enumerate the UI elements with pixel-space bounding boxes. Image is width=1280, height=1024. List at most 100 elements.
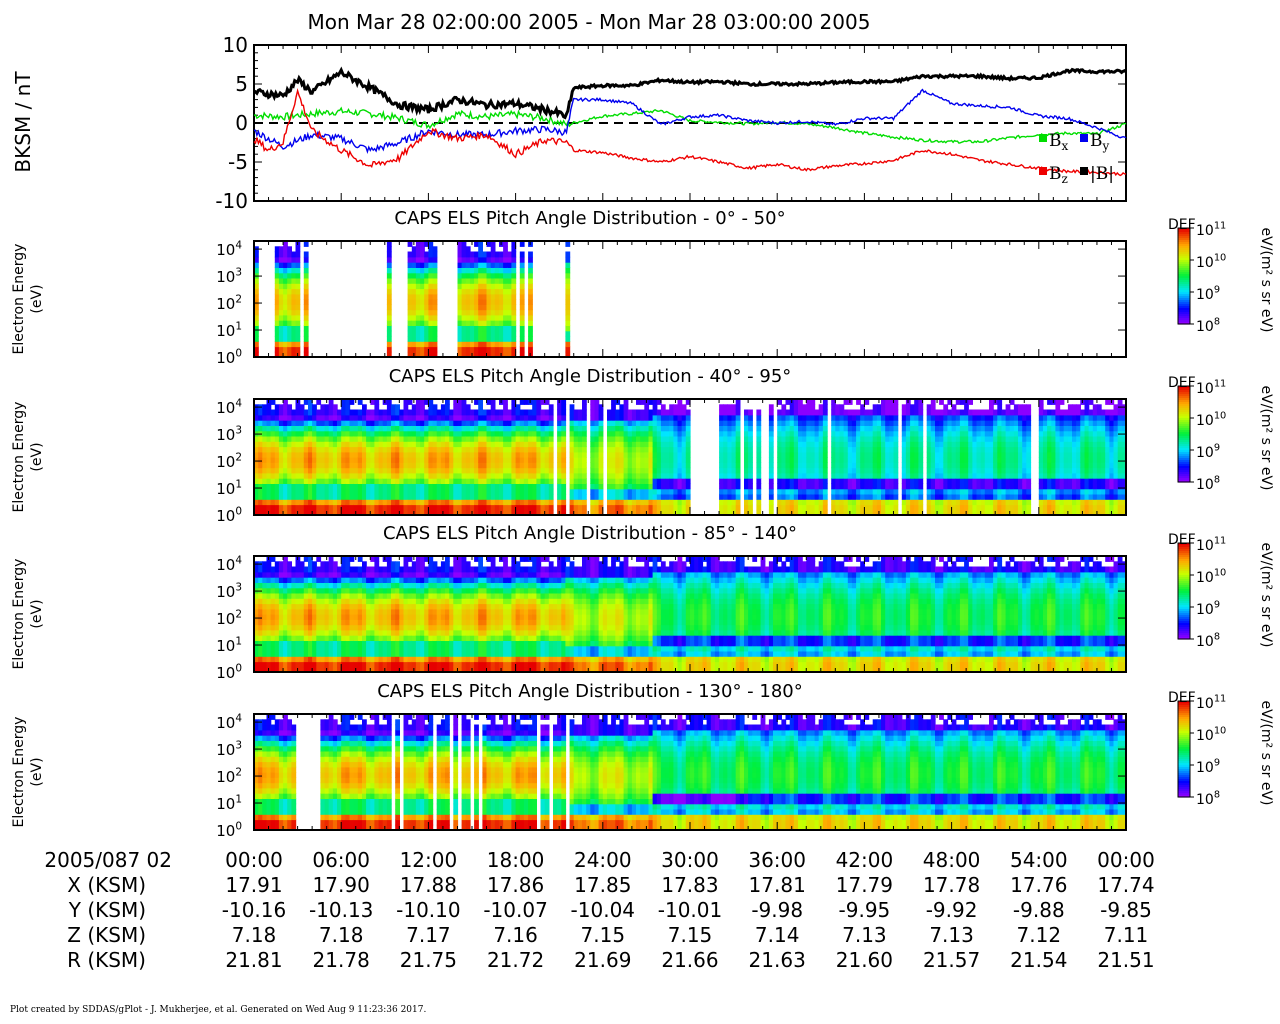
- heatmap-cell: [1096, 478, 1102, 484]
- heatmap-cell: [449, 414, 454, 421]
- heatmap-cell: [926, 478, 932, 484]
- heatmap-cell: [341, 404, 346, 411]
- heatmap-cell: [557, 409, 562, 416]
- heatmap-cell: [503, 425, 508, 432]
- heatmap-cell: [428, 462, 434, 469]
- heatmap-cell: [1038, 404, 1044, 411]
- heatmap-cell: [453, 425, 459, 432]
- heatmap-cell: [295, 451, 301, 458]
- heatmap-cell: [744, 420, 749, 426]
- heatmap-cell: [411, 488, 417, 495]
- heatmap-cell: [266, 430, 272, 437]
- heatmap-cell: [328, 446, 334, 453]
- heatmap-cell: [814, 478, 820, 484]
- heatmap-cell: [1001, 446, 1007, 453]
- heatmap-cell: [1009, 488, 1015, 495]
- heatmap-cell: [835, 451, 841, 458]
- heatmap-cell: [881, 457, 886, 463]
- heatmap-cell: [681, 472, 687, 479]
- heatmap-cell: [278, 441, 284, 448]
- heatmap-cell: [411, 293, 417, 300]
- heatmap-cell: [453, 493, 459, 500]
- heatmap-cell: [362, 509, 367, 516]
- heatmap-cell: [519, 335, 525, 342]
- heatmap-cell: [723, 430, 728, 437]
- heatmap-cell: [1092, 499, 1098, 506]
- heatmap-cell: [1076, 504, 1081, 511]
- heatmap-cell: [1047, 472, 1052, 479]
- heatmap-cell: [503, 351, 508, 358]
- heatmap-cell: [860, 478, 865, 484]
- heatmap-cell: [577, 425, 583, 432]
- heatmap-cell: [428, 272, 434, 279]
- heatmap-cell: [1105, 499, 1110, 506]
- heatmap-cell: [1067, 457, 1073, 463]
- heatmap-cell: [943, 483, 949, 490]
- heatmap-cell: [407, 399, 413, 405]
- heatmap-cell: [283, 399, 288, 405]
- heatmap-cell: [445, 399, 450, 405]
- heatmap-cell: [939, 425, 944, 432]
- heatmap-cell: [374, 493, 380, 500]
- heatmap-cell: [1022, 488, 1027, 495]
- heatmap-cell: [1018, 435, 1023, 442]
- heatmap-cell: [332, 493, 338, 500]
- heatmap-cell: [947, 414, 953, 421]
- heatmap-cell: [980, 457, 986, 463]
- heatmap-cell: [519, 504, 525, 511]
- heatmap-cell: [469, 430, 475, 437]
- heatmap-cell: [519, 330, 525, 337]
- heatmap-cell: [785, 457, 791, 463]
- heatmap-cell: [341, 399, 346, 405]
- heatmap-cell: [719, 457, 724, 463]
- heatmap-cell: [469, 335, 475, 342]
- heatmap-cell: [532, 462, 537, 469]
- heatmap-cell: [461, 330, 467, 337]
- heatmap-cell: [594, 499, 600, 506]
- heatmap-cell: [669, 472, 674, 479]
- heatmap-cell: [901, 441, 907, 448]
- heatmap-cell: [486, 241, 492, 247]
- heatmap-cell: [951, 504, 957, 511]
- heatmap-cell: [295, 293, 301, 300]
- heatmap-cell: [370, 467, 376, 474]
- heatmap-cell: [1105, 504, 1110, 511]
- heatmap-cell: [839, 420, 845, 426]
- heatmap-cell: [835, 488, 841, 495]
- heatmap-cell: [278, 277, 284, 284]
- heatmap-cell: [980, 462, 986, 469]
- heatmap-cell: [337, 478, 342, 484]
- heatmap-cell: [1092, 404, 1098, 411]
- heatmap-cell: [856, 414, 861, 421]
- heatmap-cell: [619, 441, 625, 448]
- heatmap-cell: [320, 420, 326, 426]
- heatmap-cell: [719, 414, 724, 421]
- heatmap-cell: [316, 451, 322, 458]
- heatmap-cell: [947, 420, 953, 426]
- heatmap-cell: [735, 435, 741, 442]
- heatmap-cell: [926, 493, 932, 500]
- heatmap-cell: [1063, 409, 1069, 416]
- heatmap-cell: [652, 467, 658, 474]
- heatmap-cell: [461, 457, 467, 463]
- heatmap-cell: [291, 256, 297, 263]
- heatmap-cell: [959, 462, 965, 469]
- heatmap-cell: [295, 283, 301, 290]
- heatmap-cell: [254, 430, 259, 437]
- heatmap-cell: [258, 446, 263, 453]
- heatmap-cell: [814, 483, 820, 490]
- heatmap-cell: [943, 441, 949, 448]
- heatmap-cell: [1072, 462, 1077, 469]
- heatmap-cell: [839, 478, 845, 484]
- heatmap-cell: [856, 504, 861, 511]
- heatmap-cell: [1013, 451, 1019, 458]
- heatmap-cell: [640, 467, 645, 474]
- heatmap-cell: [1055, 457, 1061, 463]
- heatmap-cell: [436, 462, 442, 469]
- heatmap-cell: [420, 267, 425, 274]
- heatmap-cell: [1076, 493, 1081, 500]
- heatmap-cell: [685, 493, 691, 500]
- heatmap-cell: [573, 472, 579, 479]
- heatmap-cell: [461, 472, 467, 479]
- heatmap-cell: [1059, 435, 1065, 442]
